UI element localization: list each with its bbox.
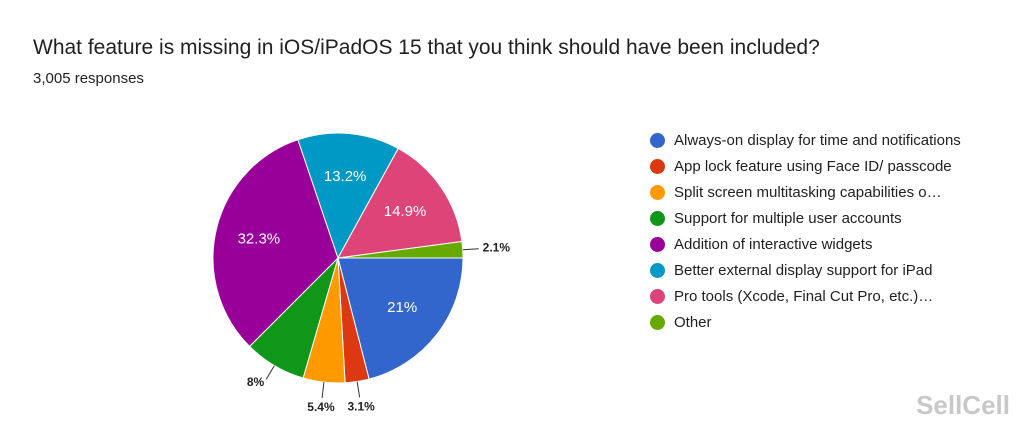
slice-label: 8%: [247, 375, 265, 389]
legend-swatch: [650, 185, 665, 200]
legend-item: Pro tools (Xcode, Final Cut Pro, etc.)…: [648, 286, 978, 307]
slice-label: 5.4%: [307, 400, 335, 414]
legend-item: Support for multiple user accounts: [648, 208, 978, 229]
leader-line: [356, 381, 361, 398]
legend-item: Split screen multitasking capabilities o…: [648, 182, 978, 203]
legend-item: Addition of interactive widgets: [648, 234, 978, 255]
chart-subtitle: 3,005 responses: [33, 70, 144, 87]
leader-line: [321, 382, 325, 399]
legend-swatch: [650, 133, 665, 148]
legend-swatch: [650, 263, 665, 278]
legend-label: Support for multiple user accounts: [674, 210, 902, 227]
legend-swatch: [650, 237, 665, 252]
chart-title: What feature is missing in iOS/iPadOS 15…: [33, 36, 820, 59]
pie-slice: [297, 132, 399, 260]
legend-swatch: [650, 289, 665, 304]
pie-slice: [337, 240, 464, 259]
slice-label: 21%: [387, 299, 417, 316]
legend-item: Better external display support for iPad: [648, 260, 978, 281]
legend: Always-on display for time and notificat…: [648, 130, 978, 338]
legend-item: Other: [648, 312, 978, 333]
pie-slice: [337, 257, 464, 380]
pie-slice: [337, 147, 463, 259]
legend-label: Addition of interactive widgets: [674, 236, 873, 253]
legend-label: App lock feature using Face ID/ passcode: [674, 158, 952, 175]
leader-line: [462, 248, 479, 251]
legend-label: Pro tools (Xcode, Final Cut Pro, etc.)…: [674, 288, 934, 305]
slice-label: 32.3%: [238, 230, 281, 247]
legend-label: Better external display support for iPad: [674, 262, 933, 279]
legend-label: Split screen multitasking capabilities o…: [674, 184, 942, 201]
legend-swatch: [650, 315, 665, 330]
legend-label: Always-on display for time and notificat…: [674, 132, 961, 149]
slice-label: 13.2%: [324, 168, 367, 185]
leader-line: [265, 365, 275, 380]
legend-label: Other: [674, 314, 712, 331]
legend-swatch: [650, 211, 665, 226]
slice-label: 2.1%: [483, 241, 511, 255]
slice-label: 3.1%: [347, 399, 375, 413]
slice-label: 14.9%: [384, 203, 427, 220]
legend-swatch: [650, 159, 665, 174]
pie-slice: [212, 138, 339, 348]
watermark: SellCell: [916, 390, 1010, 420]
legend-item: Always-on display for time and notificat…: [648, 130, 978, 151]
legend-item: App lock feature using Face ID/ passcode: [648, 156, 978, 177]
